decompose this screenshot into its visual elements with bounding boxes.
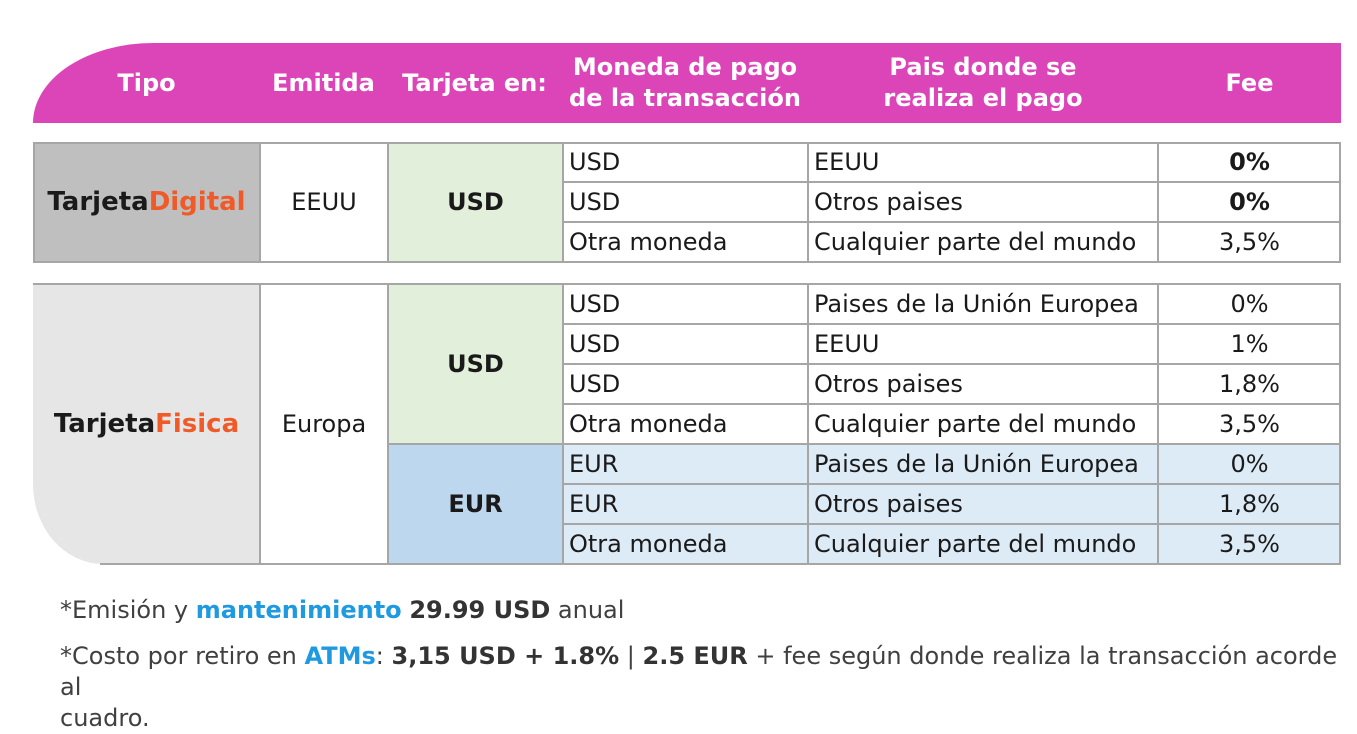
digital-row1-fee: 0%: [1229, 148, 1270, 176]
grid-line: [1339, 283, 1341, 565]
fisica-row7-pais: Cualquier parte del mundo: [814, 530, 1137, 558]
note2-suffix-end: cuadro.: [60, 704, 150, 732]
fisica-row1-pais: Paises de la Unión Europea: [814, 290, 1139, 318]
grid-line: [259, 283, 261, 565]
grid-line: [33, 283, 1341, 285]
fisica-row3-pais: Otros paises: [814, 370, 963, 398]
grid-line: [387, 283, 389, 565]
digital-row1-moneda: USD: [569, 148, 621, 176]
header-moneda: Moneda de pago de la transacción: [562, 43, 808, 123]
note2-highlight: ATMs: [304, 642, 376, 670]
grid-line: [563, 523, 1341, 525]
grid-line: [562, 142, 564, 263]
digital-row2-moneda: USD: [569, 188, 621, 216]
fisica-row3-fee: 1,8%: [1219, 370, 1280, 398]
grid-line: [563, 403, 1341, 405]
note2-text: *Costo por retiro en: [60, 642, 305, 670]
digital-row3-moneda: Otra moneda: [569, 228, 728, 256]
fisica-usd-bg: [388, 284, 563, 444]
fisica-row3-moneda: USD: [569, 370, 621, 398]
fisica-row4-fee: 3,5%: [1219, 410, 1280, 438]
fisica-currency-eur: EUR: [448, 490, 503, 518]
grid-line: [563, 323, 1341, 325]
fisica-row2-moneda: USD: [569, 330, 621, 358]
grid-line: [562, 283, 564, 565]
fisica-row2-pais: EEUU: [814, 330, 880, 358]
digital-emitida: EEUU: [291, 188, 357, 216]
header-tarjeta-en: Tarjeta en:: [402, 68, 547, 97]
grid-line: [807, 142, 809, 263]
fisica-type-cell: [33, 284, 260, 564]
grid-line: [1157, 283, 1159, 565]
fisica-row6-fee: 1,8%: [1219, 490, 1280, 518]
grid-line: [563, 363, 1341, 365]
note-emision: *Emisión y mantenimiento 29.99 USD anual: [60, 595, 624, 626]
note1-amount: 29.99 USD: [409, 596, 551, 624]
digital-border: [33, 142, 1341, 263]
fisica-label-prefix: Tarjeta: [53, 409, 156, 439]
digital-row2-fee: 0%: [1229, 188, 1270, 216]
header-moneda-line1: Moneda de pago: [572, 53, 798, 81]
digital-row3-pais: Cualquier parte del mundo: [814, 228, 1137, 256]
note1-text: *Emisión y: [60, 596, 196, 624]
grid-line: [563, 181, 1341, 183]
fisica-row5-pais: Paises de la Unión Europea: [814, 450, 1139, 478]
fisica-type-label: Tarjeta Fisica: [33, 284, 260, 564]
fisica-row5-fee: 0%: [1230, 450, 1269, 478]
digital-usd-bg: [388, 142, 563, 262]
note2-separator: |: [619, 642, 643, 670]
header-pais-line1: Pais donde se: [889, 53, 1077, 81]
header-moneda-line2: de la transacción: [569, 84, 801, 112]
grid-line: [259, 142, 261, 263]
header-emitida: Emitida: [272, 68, 375, 97]
table-header: Tipo Emitida Tarjeta en: Moneda de pago …: [33, 43, 1341, 123]
fisica-currency-usd: USD: [447, 350, 504, 378]
digital-label-accent: Digital: [148, 187, 246, 217]
fisica-row2-fee: 1%: [1230, 330, 1269, 358]
fisica-row1-fee: 0%: [1230, 290, 1269, 318]
grid-line: [807, 283, 809, 565]
note1-suffix: anual: [550, 596, 625, 624]
note2-eur-cost: 2.5 EUR: [642, 642, 748, 670]
fisica-row7-moneda: Otra moneda: [569, 530, 728, 558]
digital-label-prefix: Tarjeta: [47, 187, 149, 217]
fisica-label-accent: Fisica: [155, 409, 240, 439]
fisica-row4-moneda: Otra moneda: [569, 410, 728, 438]
digital-row3-fee: 3,5%: [1219, 228, 1280, 256]
note1-highlight: mantenimiento: [195, 596, 402, 624]
grid-line: [563, 221, 1341, 223]
fisica-eur-bg: [388, 444, 563, 564]
fisica-row7-fee: 3,5%: [1219, 530, 1280, 558]
digital-row2-pais: Otros paises: [814, 188, 963, 216]
grid-line: [563, 483, 1341, 485]
note2-colon: :: [375, 642, 392, 670]
fisica-row6-pais: Otros paises: [814, 490, 963, 518]
grid-line: [100, 563, 1341, 565]
header-fee: Fee: [1225, 68, 1274, 97]
grid-line: [387, 142, 389, 263]
grid-line: [1157, 142, 1159, 263]
fisica-eur-rows-bg: [563, 444, 1341, 564]
digital-row1-pais: EEUU: [814, 148, 880, 176]
note-atm: *Costo por retiro en ATMs: 3,15 USD + 1.…: [60, 641, 1340, 734]
note2-suffix: + fee según donde realiza la transacción…: [60, 642, 1338, 701]
digital-currency: USD: [447, 188, 504, 216]
header-tipo: Tipo: [117, 68, 176, 97]
note2-usd-cost: 3,15 USD + 1.8%: [391, 642, 620, 670]
header-pais: Pais donde se realiza el pago: [808, 43, 1158, 123]
digital-type-label: Tarjeta Digital: [33, 142, 260, 262]
fisica-row1-moneda: USD: [569, 290, 621, 318]
fisica-row6-moneda: EUR: [569, 490, 619, 518]
fisica-emitida: Europa: [281, 410, 367, 438]
header-pais-line2: realiza el pago: [883, 84, 1083, 112]
fisica-row5-moneda: EUR: [569, 450, 619, 478]
grid-line: [388, 443, 1341, 445]
digital-type-cell: [33, 142, 260, 262]
fisica-row4-pais: Cualquier parte del mundo: [814, 410, 1137, 438]
